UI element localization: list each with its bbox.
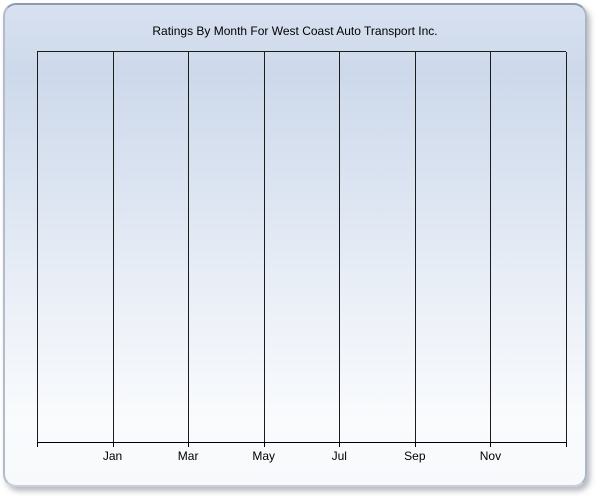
x-axis-tick — [490, 442, 492, 447]
x-axis-tick — [188, 442, 190, 447]
x-axis-label: Mar — [177, 449, 199, 463]
x-axis-label: May — [252, 449, 276, 463]
plot-area: Jan Mar May Jul Sep Nov — [37, 51, 567, 463]
x-axis-tick — [37, 442, 38, 447]
x-gridline — [339, 52, 341, 442]
chart-title: Ratings By Month For West Coast Auto Tra… — [152, 24, 438, 38]
x-axis-tick — [263, 442, 265, 447]
x-gridline — [414, 52, 416, 442]
x-axis-label: Jan — [102, 449, 123, 463]
x-gridline — [188, 52, 190, 442]
x-axis-tick — [566, 442, 567, 447]
x-gridline — [37, 52, 38, 442]
x-gridline — [490, 52, 492, 442]
x-gridline — [263, 52, 265, 442]
x-axis-label: Sep — [404, 449, 426, 463]
x-gridline — [566, 52, 567, 442]
x-axis-label: Nov — [479, 449, 502, 463]
x-gridline — [112, 52, 114, 442]
x-axis-tick — [414, 442, 416, 447]
x-axis-tick — [339, 442, 341, 447]
x-axis-label: Jul — [331, 449, 347, 463]
x-axis-tick — [112, 442, 114, 447]
chart-panel: Ratings By Month For West Coast Auto Tra… — [3, 3, 587, 487]
